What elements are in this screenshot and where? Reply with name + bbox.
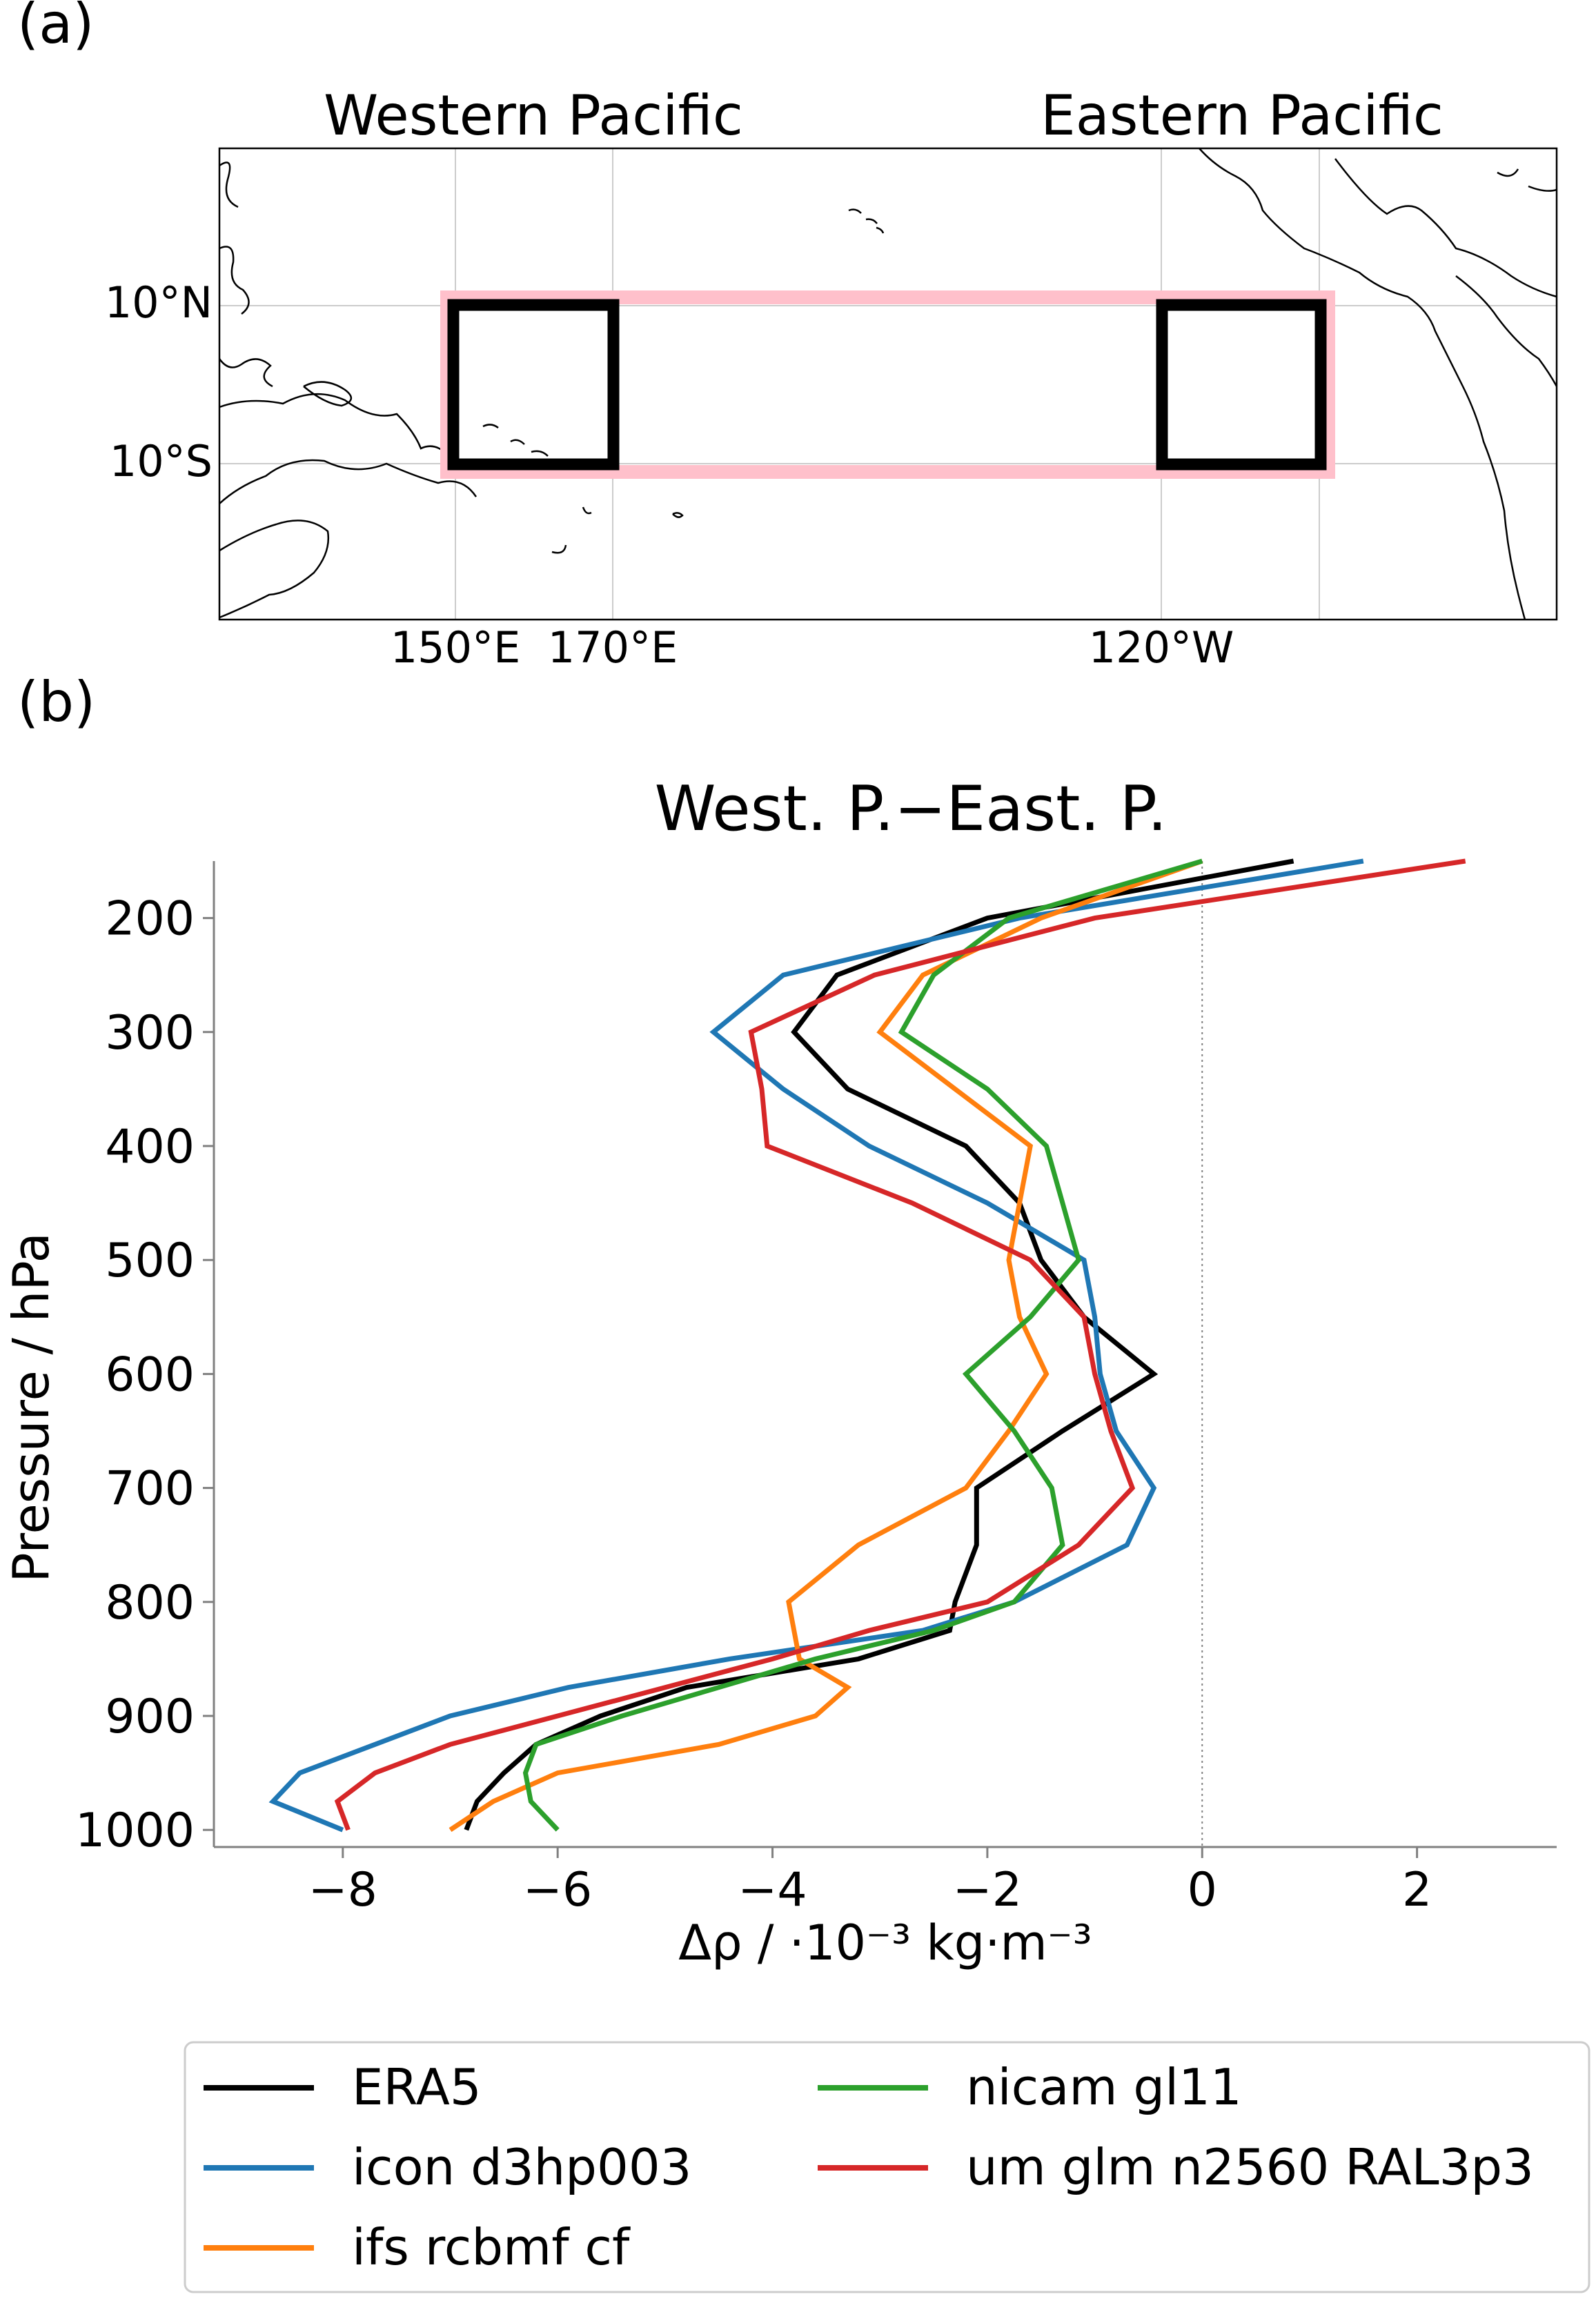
lon-tick-150e: 150°E — [391, 622, 521, 673]
x-tick-label: −8 — [308, 1863, 377, 1917]
coastlines — [218, 148, 1558, 620]
series-line-ifs-rcbmf-cf — [449, 858, 1203, 1833]
y-axis-label: Pressure / hPa — [2, 1232, 60, 1582]
legend-label-um: um glm n2560 RAL3p3 — [966, 2138, 1534, 2196]
eastern-pacific-label: Eastern Pacific — [1041, 83, 1444, 148]
x-tick-label: −6 — [523, 1863, 592, 1917]
map-frame — [218, 147, 1558, 621]
western-pacific-box — [447, 299, 620, 471]
series-line-era5 — [464, 858, 1294, 1831]
y-tick-label: 400 — [105, 1120, 195, 1174]
plot-area: −8 −6 −4 −2 0 2 200 300 400 500 600 700 800 900 1000 — [75, 858, 1557, 1917]
y-tick-label: 900 — [105, 1690, 195, 1744]
x-tick-label: −2 — [953, 1863, 1022, 1917]
eastern-pacific-box — [1156, 299, 1327, 471]
lat-tick-10s: 10°S — [110, 436, 213, 486]
lon-tick-120w: 120°W — [1089, 622, 1234, 673]
panel-b-label: (b) — [17, 670, 95, 734]
x-axis-label: Δρ / ·10⁻³ kg·m⁻³ — [678, 1915, 1092, 1971]
map — [218, 147, 1558, 621]
y-tick-label: 600 — [105, 1347, 195, 1402]
legend: ERA5 icon d3hp003 ifs rcbmf cf nicam gl1… — [184, 2041, 1590, 2293]
y-tick-label: 500 — [105, 1234, 195, 1288]
tropical-band — [440, 290, 1335, 479]
lon-tick-170e: 170°E — [548, 622, 678, 673]
series-line-nicam-gl11 — [522, 858, 1203, 1832]
legend-label-era5: ERA5 — [352, 2058, 482, 2116]
y-tick-label: 800 — [105, 1576, 195, 1630]
lat-tick-10n: 10°N — [105, 277, 213, 328]
legend-label-ifs: ifs rcbmf cf — [352, 2218, 631, 2276]
legend-entry-era5: ERA5 — [204, 2058, 482, 2116]
legend-entry-nicam: nicam gl11 — [818, 2058, 1242, 2116]
x-tick-label: 0 — [1188, 1863, 1217, 1917]
legend-label-icon: icon d3hp003 — [352, 2138, 691, 2196]
x-tick-label: 2 — [1402, 1863, 1432, 1917]
y-tick-label: 1000 — [75, 1804, 195, 1858]
series-line-icon-d3hp003 — [268, 858, 1364, 1833]
panel-a-label: (a) — [17, 0, 94, 56]
chart-title: West. P.−East. P. — [654, 773, 1167, 845]
x-tick-label: −4 — [738, 1863, 807, 1917]
y-tick-label: 200 — [105, 892, 195, 947]
legend-entry-ifs: ifs rcbmf cf — [204, 2218, 631, 2276]
series-line-um-glm-n2560-ral3p3 — [334, 858, 1466, 1831]
y-tick-label: 700 — [105, 1462, 195, 1517]
y-tick-label: 300 — [105, 1006, 195, 1060]
western-pacific-label: Western Pacific — [324, 83, 743, 148]
legend-entry-icon: icon d3hp003 — [204, 2138, 691, 2196]
legend-label-nicam: nicam gl11 — [966, 2058, 1242, 2116]
legend-entry-um: um glm n2560 RAL3p3 — [818, 2138, 1534, 2196]
